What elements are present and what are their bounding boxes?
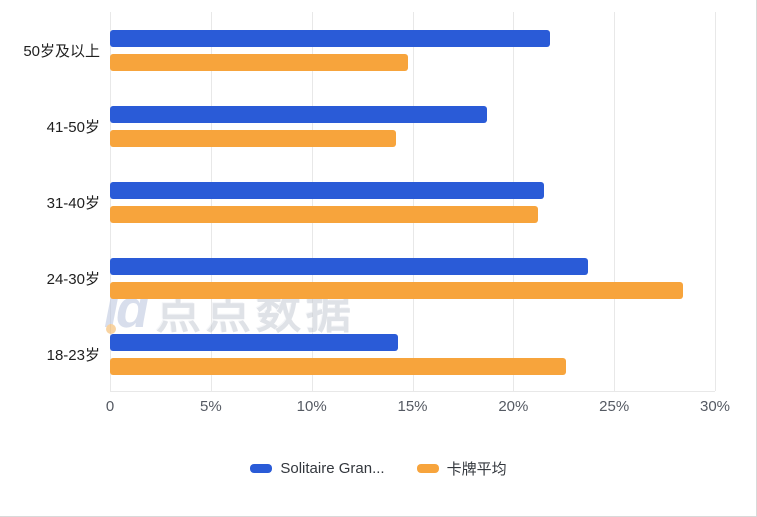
gridline [210, 12, 212, 391]
bar-series-1[interactable] [110, 29, 550, 47]
category-row: 50岁及以上 [0, 12, 715, 88]
gridline [513, 12, 515, 391]
x-axis: 0 5% 10% 15% 20% 25% 30% [106, 398, 730, 422]
bar-group [110, 29, 715, 71]
bar-series-2[interactable] [110, 53, 409, 71]
legend-marker-icon [250, 464, 273, 473]
x-tick-label: 20% [498, 398, 529, 415]
chart-rows: 50岁及以上 41-50岁 31-40岁 24-30岁 18-23岁 [0, 12, 715, 392]
category-label: 18-23岁 [46, 346, 100, 364]
category-row: 31-40岁 [0, 164, 715, 240]
x-tick-label: 15% [397, 398, 428, 415]
legend-marker-icon [416, 464, 439, 473]
bar-series-2[interactable] [110, 205, 538, 223]
x-tick-label: 0 [105, 398, 115, 415]
legend-label: Solitaire Gran... [280, 460, 385, 477]
category-label: 31-40岁 [46, 194, 100, 212]
category-label: 24-30岁 [46, 270, 100, 288]
legend-item-series-2[interactable]: 卡牌平均 [416, 458, 507, 479]
gridline [311, 12, 313, 391]
legend-item-series-1[interactable]: Solitaire Gran... [250, 460, 385, 477]
gridline [412, 12, 414, 391]
bar-series-1[interactable] [110, 333, 399, 351]
category-row: 41-50岁 [0, 88, 715, 164]
gridline [110, 12, 111, 391]
category-row: 24-30岁 [0, 240, 715, 316]
legend-label: 卡牌平均 [446, 461, 507, 478]
gridline [614, 12, 616, 391]
bar-group [110, 333, 715, 375]
x-tick-label: 10% [296, 398, 327, 415]
gridline [715, 12, 716, 391]
category-row: 18-23岁 [0, 316, 715, 392]
x-tick-label: 5% [199, 398, 222, 415]
x-tick-label: 30% [699, 398, 731, 415]
bar-series-2[interactable] [110, 357, 566, 375]
category-label: 41-50岁 [46, 118, 100, 136]
bar-series-1[interactable] [110, 105, 488, 123]
bar-group [110, 105, 715, 147]
bar-group [110, 257, 715, 299]
legend: Solitaire Gran... 卡牌平均 [0, 458, 756, 479]
bar-series-1[interactable] [110, 257, 588, 275]
bar-group [110, 181, 715, 223]
plot-area [110, 12, 716, 392]
category-label: 50岁及以上 [23, 42, 100, 60]
bar-series-2[interactable] [110, 281, 683, 299]
x-tick-label: 25% [599, 398, 630, 415]
bar-series-1[interactable] [110, 181, 544, 199]
bar-series-2[interactable] [110, 129, 397, 147]
